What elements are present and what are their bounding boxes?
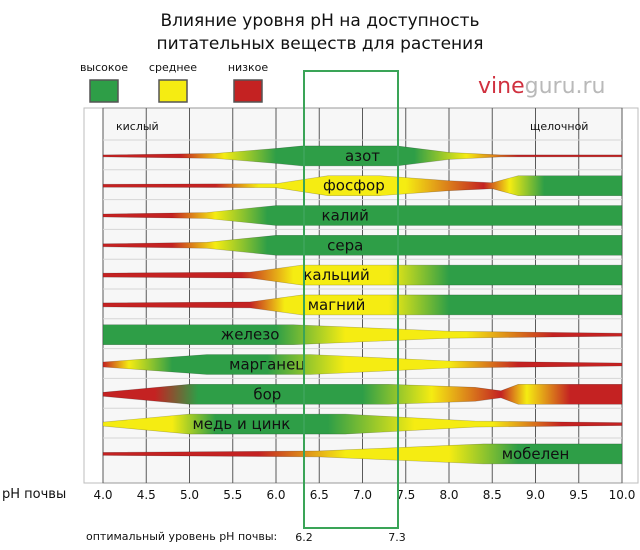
nutrient-label: фосфор <box>323 177 385 195</box>
x-tick-label: 9.5 <box>569 488 588 502</box>
x-tick-label: 10.0 <box>609 488 636 502</box>
x-tick-label: 6.5 <box>310 488 329 502</box>
nutrient-band <box>102 205 623 226</box>
nutrient-label: магний <box>308 296 366 314</box>
optimal-min-label: 6.2 <box>295 531 313 544</box>
brand-logo: vineguru.ru <box>478 74 606 99</box>
x-tick-label: 5.0 <box>180 488 199 502</box>
legend-label: высокое <box>80 61 128 74</box>
optimal-range-label: оптимальный уровень pH почвы: <box>86 530 277 543</box>
chart-title-line2: питательных веществ для растения <box>156 34 484 54</box>
x-tick-label: 7.0 <box>353 488 372 502</box>
acid-side-label: кислый <box>116 120 159 133</box>
chart-title-line1: Влияние уровня pH на доступность <box>160 11 480 31</box>
nutrient-label: калий <box>322 207 369 225</box>
x-tick-label: 5.5 <box>223 488 242 502</box>
nutrient-label: бор <box>253 385 281 403</box>
nutrient-label: марганец <box>229 356 305 374</box>
nutrient-band <box>102 264 623 286</box>
brand-part1: vine <box>478 74 525 99</box>
legend-label: низкое <box>228 61 269 74</box>
legend-swatch <box>158 79 188 103</box>
nutrient-label: сера <box>327 236 363 254</box>
legend-label: среднее <box>149 61 197 74</box>
nutrient-band <box>102 324 623 346</box>
x-tick-label: 4.5 <box>137 488 156 502</box>
nutrient-label: азот <box>345 147 380 165</box>
optimal-range-box <box>303 70 399 529</box>
nutrient-label: медь и цинк <box>192 415 290 433</box>
nutrient-band <box>102 294 623 316</box>
x-tick-label: 8.5 <box>483 488 502 502</box>
x-tick-label: 9.0 <box>526 488 545 502</box>
x-tick-label: 4.0 <box>93 488 112 502</box>
legend-swatch <box>89 79 119 103</box>
x-tick-label: 7.5 <box>396 488 415 502</box>
x-axis-label: pH почвы <box>2 487 66 502</box>
nutrient-label: железо <box>221 326 280 344</box>
nutrient-label: кальций <box>303 266 369 284</box>
nutrient-band <box>102 175 623 196</box>
nutrient-label: мобелен <box>502 445 570 463</box>
nutrient-band <box>102 383 623 405</box>
nutrient-band <box>102 413 623 435</box>
x-tick-label: 8.0 <box>439 488 458 502</box>
nutrient-band <box>102 145 623 167</box>
nutrient-band <box>102 354 623 375</box>
optimal-max-label: 7.3 <box>388 531 406 544</box>
alkaline-side-label: щелочной <box>530 120 588 133</box>
nutrient-band <box>102 235 623 256</box>
x-tick-label: 6.0 <box>266 488 285 502</box>
nutrient-band <box>102 443 623 465</box>
brand-part2: guru.ru <box>524 74 606 99</box>
legend-swatch <box>233 79 263 103</box>
